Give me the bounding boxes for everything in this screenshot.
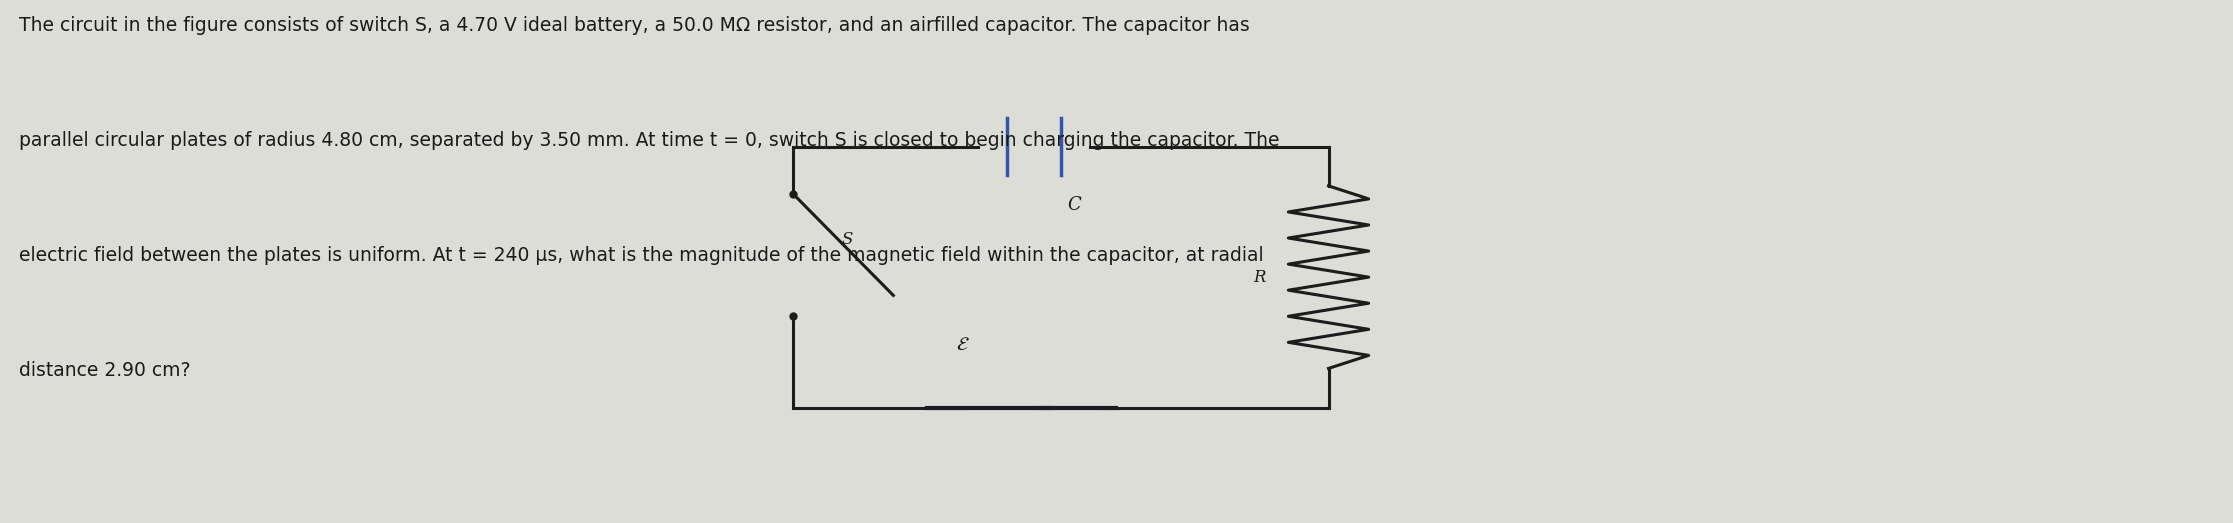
Text: distance 2.90 cm?: distance 2.90 cm? [18,360,190,380]
Text: C: C [1067,196,1081,214]
Text: electric field between the plates is uniform. At t = 240 μs, what is the magnitu: electric field between the plates is uni… [18,246,1264,265]
Text: R: R [1253,269,1266,286]
Text: The circuit in the figure consists of switch S, a 4.70 V ideal battery, a 50.0 M: The circuit in the figure consists of sw… [18,16,1248,36]
Text: $\mathcal{E}$: $\mathcal{E}$ [956,336,969,354]
Text: parallel circular plates of radius 4.80 cm, separated by 3.50 mm. At time t = 0,: parallel circular plates of radius 4.80 … [18,131,1280,150]
Text: S: S [842,231,853,248]
